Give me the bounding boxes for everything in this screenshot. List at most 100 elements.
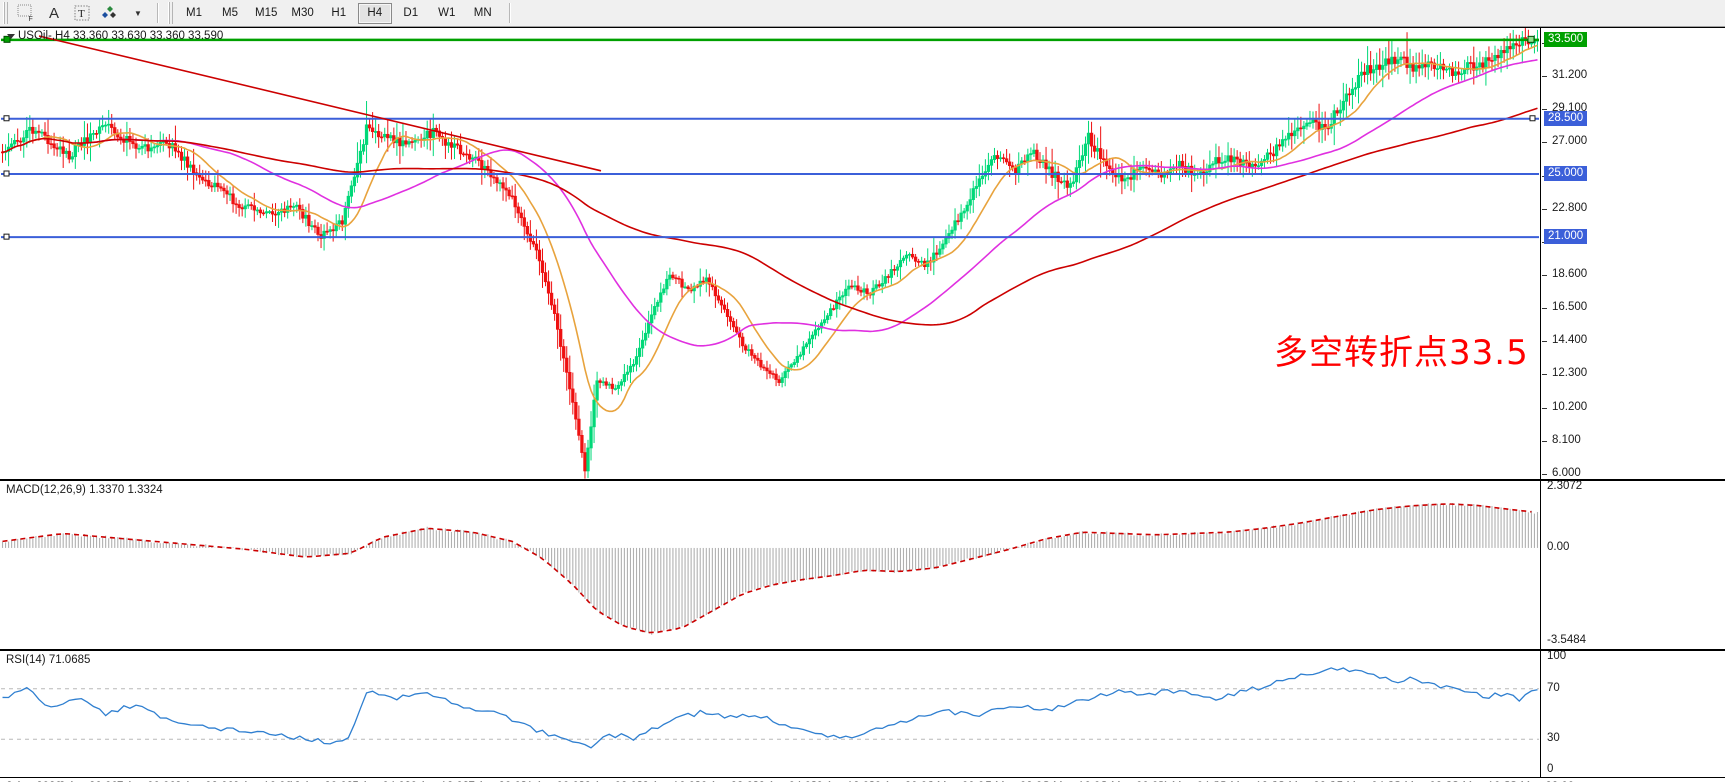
- crosshair-f-icon[interactable]: F: [13, 1, 39, 25]
- candle-body: [19, 140, 23, 143]
- candle-body: [222, 187, 226, 192]
- candle-body: [1268, 152, 1273, 155]
- candle-body: [628, 365, 633, 373]
- candle-body: [613, 388, 617, 390]
- candle-body: [807, 338, 812, 345]
- candle-body: [725, 308, 730, 318]
- candle-body: [1247, 162, 1251, 168]
- candle-body: [465, 153, 469, 156]
- timeframe-grip[interactable]: [168, 2, 175, 24]
- candle-body: [941, 243, 945, 250]
- level-handle-right: [1527, 35, 1535, 43]
- candle-body: [662, 288, 666, 294]
- candle-body: [637, 347, 642, 357]
- price-tag-21000[interactable]: 21.000: [1544, 229, 1588, 245]
- toolbar-divider: [157, 3, 159, 23]
- timeframe-button-d1[interactable]: D1: [403, 7, 419, 19]
- candle-body: [795, 356, 799, 363]
- svg-text:F: F: [29, 16, 33, 22]
- candle-body: [119, 136, 123, 140]
- candle-body: [1299, 127, 1303, 130]
- timeframe-button-h1[interactable]: H1: [331, 7, 347, 19]
- candle-body: [407, 141, 411, 145]
- candle-body: [1138, 166, 1142, 171]
- timeframe-button-m15[interactable]: M15: [255, 7, 278, 19]
- collapse-price-pane-icon[interactable]: [7, 34, 15, 39]
- candle-body: [1396, 59, 1400, 64]
- candle-body: [1469, 62, 1473, 64]
- candle-body: [100, 125, 105, 128]
- candle-body: [804, 343, 809, 348]
- price-tag-25000[interactable]: 25.000: [1544, 166, 1588, 182]
- candle-body: [589, 426, 593, 449]
- candle-body: [1120, 173, 1124, 182]
- candle-body: [1505, 46, 1509, 54]
- candle-body: [1035, 149, 1039, 161]
- candle-body: [819, 322, 824, 329]
- candle-body: [750, 349, 754, 356]
- rsi-plot-area[interactable]: [1, 651, 1539, 777]
- timeframe-button-m30[interactable]: M30: [291, 7, 314, 19]
- rsi-pane[interactable]: RSI(14) 71.0685 100 70 30 0: [0, 650, 1725, 778]
- price-axis[interactable]: 33.30031.20029.10027.00024.90022.80020.7…: [1540, 28, 1725, 479]
- ma-line: [93, 59, 1538, 347]
- time-axis[interactable]: 2 Apr 20203 Apr 20:007 Apr 00:008 Apr 08…: [0, 778, 1725, 782]
- timeframe-button-h4[interactable]: H4: [357, 2, 392, 24]
- candle-body: [364, 124, 369, 145]
- price-pane[interactable]: USOil-,H4 33.360 33.630 33.360 33.590 多空…: [0, 27, 1725, 480]
- timeframe-button-mn[interactable]: MN: [473, 7, 492, 19]
- rsi-chart-svg: [1, 667, 1539, 749]
- candle-body: [370, 127, 375, 133]
- candle-body: [731, 321, 736, 328]
- candle-body: [716, 295, 721, 301]
- candle-body: [107, 123, 111, 126]
- candle-body: [1296, 127, 1300, 132]
- price-axis-label-6-000: 6.000: [1552, 466, 1581, 479]
- chevron-down-icon[interactable]: ▼: [134, 8, 142, 18]
- candle-body: [295, 204, 299, 207]
- macd-plot-area[interactable]: [1, 481, 1539, 649]
- timeframe-button-m1[interactable]: M1: [186, 7, 202, 19]
- candle-body: [1338, 109, 1342, 114]
- trendline-diagonal: [38, 35, 602, 172]
- candle-body: [201, 176, 205, 181]
- candle-body: [1496, 54, 1500, 59]
- candle-body: [683, 286, 687, 289]
- candle-body: [458, 144, 463, 155]
- candle-body: [1308, 122, 1312, 124]
- candle-body: [604, 381, 608, 386]
- candle-body: [534, 243, 539, 251]
- candle-body: [1211, 163, 1215, 166]
- toolbar-grip[interactable]: [3, 2, 10, 24]
- timeframe-button-w1[interactable]: W1: [438, 7, 456, 19]
- candle-body: [1253, 163, 1258, 167]
- candle-body: [446, 142, 451, 146]
- candle-body: [989, 159, 994, 166]
- text-box-icon[interactable]: T: [69, 1, 95, 25]
- toolbar-divider-2: [508, 3, 511, 23]
- candle-body: [686, 286, 690, 289]
- candle-body: [701, 280, 705, 283]
- macd-axis[interactable]: 2.3072 0.00 -3.5484: [1540, 481, 1725, 649]
- candle-body: [1508, 46, 1512, 50]
- candle-body: [543, 272, 548, 283]
- candle-body: [252, 205, 256, 211]
- candle-body: [1123, 178, 1127, 182]
- candle-body: [822, 319, 827, 324]
- price-tag-33500[interactable]: 33.500: [1544, 31, 1588, 47]
- candle-body: [428, 130, 432, 138]
- candle-body: [1284, 138, 1288, 141]
- rsi-axis[interactable]: 100 70 30 0: [1540, 650, 1725, 777]
- timeframe-button-m5[interactable]: M5: [222, 7, 238, 19]
- price-axis-label-16-500: 16.500: [1552, 301, 1588, 314]
- price-tag-28500[interactable]: 28.500: [1544, 110, 1588, 126]
- objects-icon[interactable]: [97, 1, 123, 25]
- candle-body: [631, 363, 636, 367]
- candle-body: [1490, 60, 1494, 62]
- candle-body: [1044, 159, 1048, 170]
- candle-body: [471, 157, 475, 160]
- macd-pane[interactable]: MACD(12,26,9) 1.3370 1.3324 2.3072 0.00 -3…: [0, 480, 1725, 650]
- text-label-icon[interactable]: A: [41, 1, 67, 25]
- candle-body: [619, 381, 624, 386]
- price-plot-area[interactable]: 多空转折点33.5: [1, 28, 1539, 479]
